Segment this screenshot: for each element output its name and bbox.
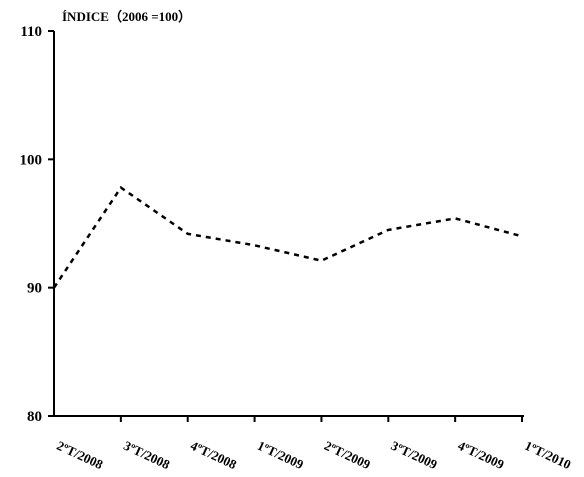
y-axis-title: ÍNDICE（2006 =100） [62, 9, 191, 24]
x-tick-label: 3ºT/2008 [121, 438, 172, 473]
x-tick-label: 1ºT/2010 [523, 438, 574, 472]
x-ticks: 2ºT/2008 3ºT/2008 4ºT/2008 1ºT/2009 2ºT/2009… [54, 416, 573, 472]
x-tick-label: 2ºT/2009 [322, 438, 373, 473]
y-tick-label: 100 [20, 152, 43, 168]
x-tick-label: 4ºT/2009 [456, 438, 507, 473]
series-group [52, 185, 523, 289]
x-tick-label: 2ºT/2008 [54, 438, 105, 473]
y-tick-label: 90 [27, 281, 42, 297]
x-tick-label: 3ºT/2009 [389, 438, 440, 473]
y-ticks: 80 90 100 110 [20, 24, 54, 425]
y-tick-label: 110 [20, 24, 42, 40]
series-line [52, 185, 523, 289]
y-tick-label: 80 [27, 409, 42, 425]
x-tick-label: 1ºT/2009 [255, 438, 306, 473]
x-tick-label: 4ºT/2008 [188, 438, 239, 473]
